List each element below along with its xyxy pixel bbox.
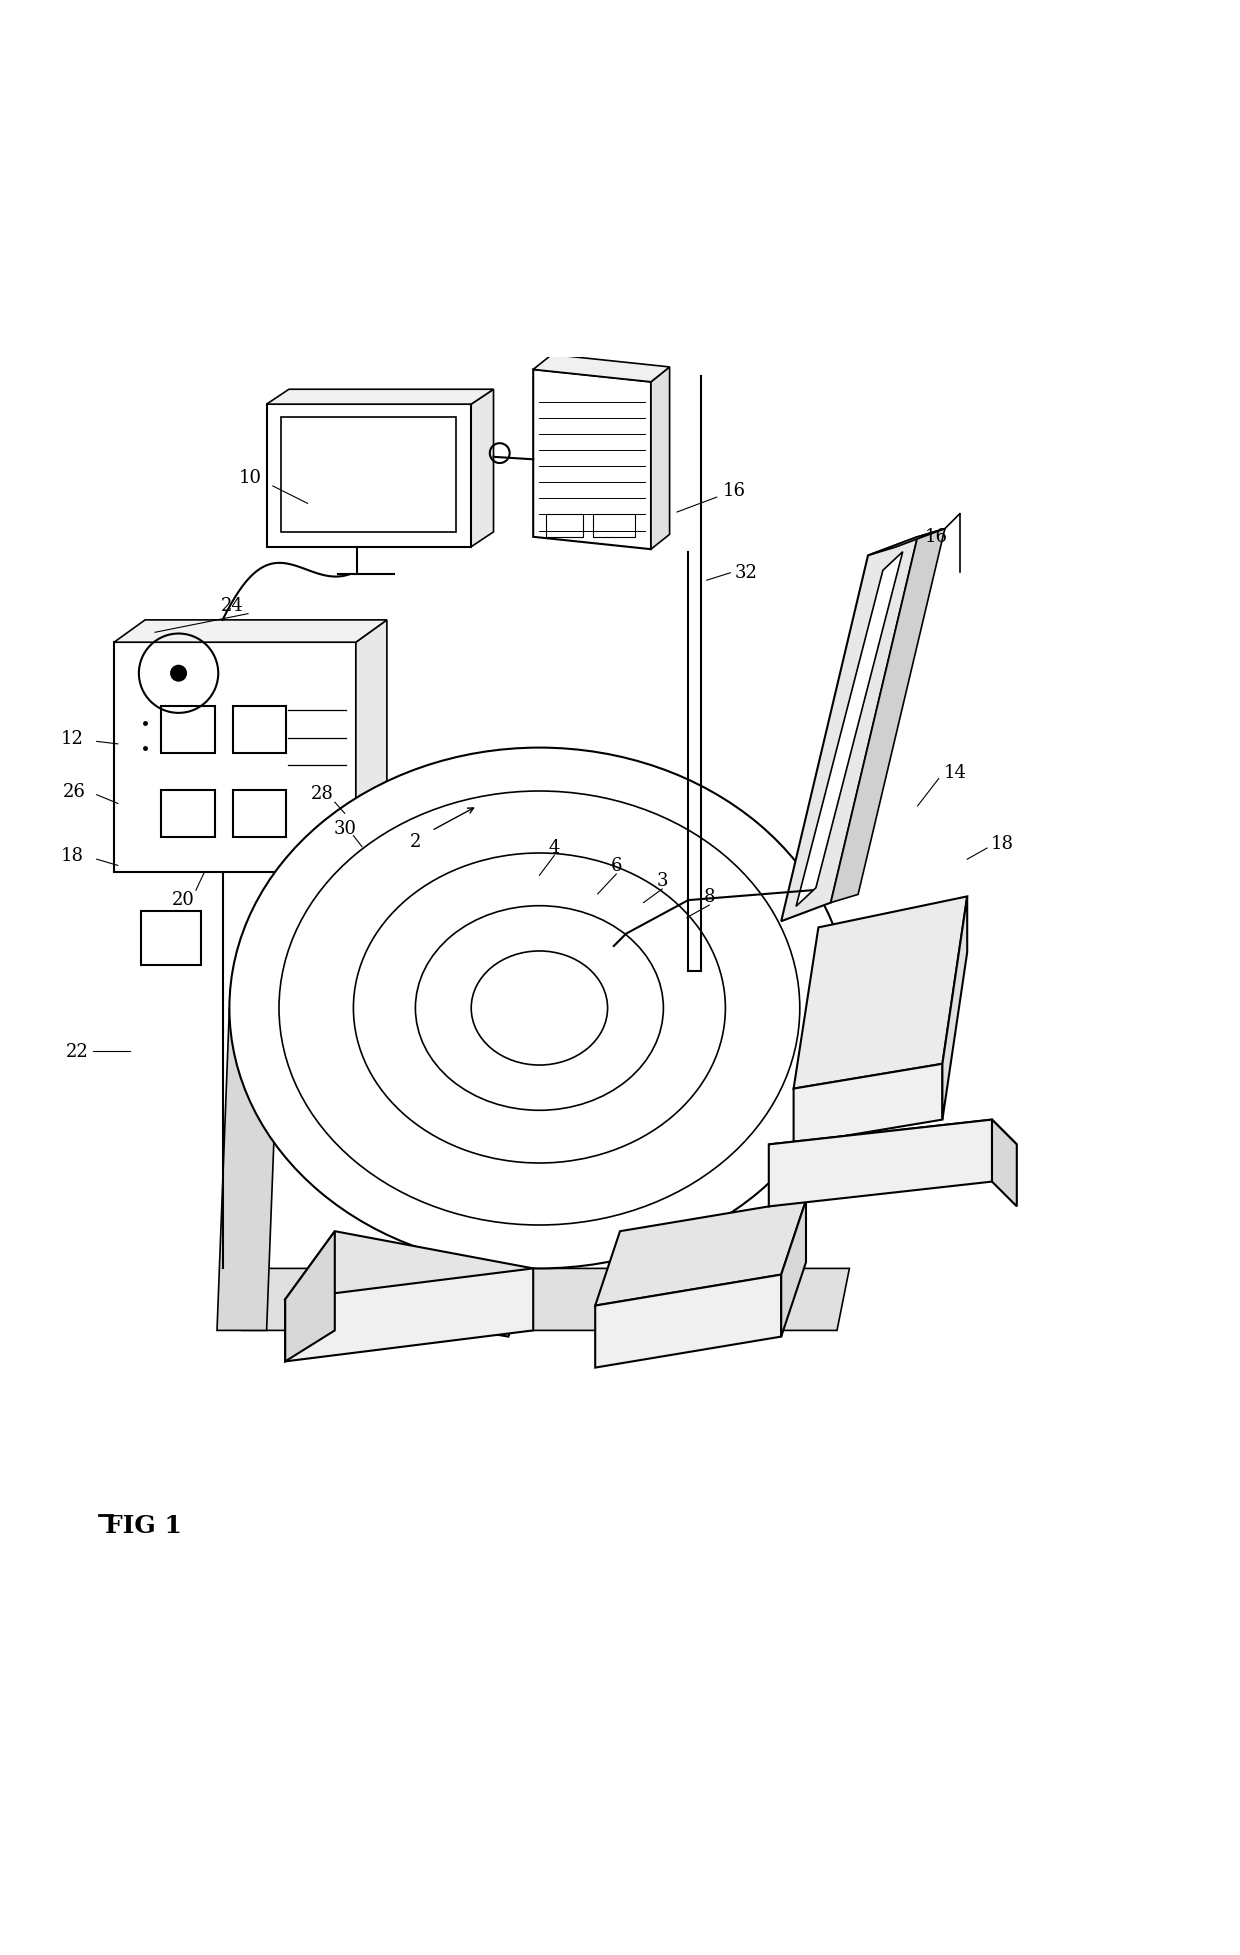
Polygon shape	[285, 1232, 335, 1363]
Text: 32: 32	[735, 563, 758, 581]
Text: 2: 2	[409, 833, 422, 850]
Ellipse shape	[229, 749, 849, 1269]
Text: 14: 14	[944, 764, 966, 782]
Text: 3: 3	[656, 872, 668, 890]
Polygon shape	[651, 368, 670, 549]
Text: 16: 16	[925, 528, 947, 545]
Polygon shape	[141, 911, 201, 966]
Polygon shape	[281, 416, 456, 532]
Polygon shape	[161, 790, 215, 837]
Polygon shape	[781, 1200, 806, 1337]
Polygon shape	[546, 516, 583, 538]
Polygon shape	[868, 530, 945, 555]
Text: 8: 8	[703, 888, 715, 905]
Polygon shape	[769, 1120, 992, 1206]
Text: 6: 6	[610, 856, 622, 876]
Polygon shape	[595, 1200, 806, 1306]
Polygon shape	[992, 1120, 1017, 1206]
Polygon shape	[267, 391, 494, 405]
Text: 12: 12	[61, 729, 83, 747]
Polygon shape	[794, 897, 967, 1089]
Polygon shape	[796, 553, 903, 907]
Text: 26: 26	[63, 782, 86, 802]
Polygon shape	[769, 1120, 1017, 1169]
Polygon shape	[114, 620, 387, 643]
Text: 10: 10	[239, 469, 262, 487]
Polygon shape	[114, 643, 356, 872]
Text: 18: 18	[61, 847, 83, 864]
Polygon shape	[942, 897, 967, 1120]
Polygon shape	[593, 516, 635, 538]
Polygon shape	[229, 1269, 849, 1331]
Text: 18: 18	[991, 835, 1013, 852]
Text: 30: 30	[334, 819, 356, 839]
Polygon shape	[471, 391, 494, 547]
Polygon shape	[267, 405, 471, 547]
Text: 16: 16	[723, 481, 745, 499]
Polygon shape	[233, 706, 286, 753]
Ellipse shape	[471, 952, 608, 1065]
Polygon shape	[794, 1064, 942, 1146]
Polygon shape	[356, 620, 387, 872]
Text: 28: 28	[311, 786, 334, 804]
Polygon shape	[285, 1269, 533, 1363]
Text: 24: 24	[221, 596, 243, 614]
Text: 20: 20	[172, 890, 195, 909]
Polygon shape	[285, 1232, 533, 1337]
Text: 22: 22	[66, 1042, 88, 1062]
Circle shape	[171, 667, 186, 680]
Text: FIG 1: FIG 1	[105, 1513, 182, 1537]
Polygon shape	[831, 530, 945, 903]
Polygon shape	[233, 790, 286, 837]
Polygon shape	[533, 356, 670, 383]
Text: 4: 4	[548, 839, 560, 856]
Polygon shape	[217, 1009, 279, 1331]
Polygon shape	[161, 706, 215, 753]
Polygon shape	[533, 369, 651, 549]
Polygon shape	[781, 538, 918, 921]
Polygon shape	[595, 1275, 781, 1368]
